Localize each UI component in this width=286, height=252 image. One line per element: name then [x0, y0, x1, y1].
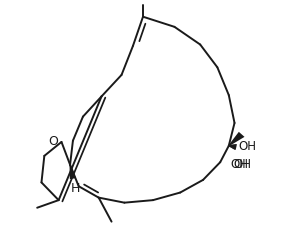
Text: OH: OH — [233, 157, 251, 170]
Text: O: O — [48, 135, 58, 148]
Text: OH: OH — [230, 157, 248, 170]
Text: OH: OH — [239, 140, 257, 153]
Text: H: H — [71, 181, 80, 194]
Polygon shape — [229, 132, 245, 146]
Polygon shape — [69, 165, 76, 179]
